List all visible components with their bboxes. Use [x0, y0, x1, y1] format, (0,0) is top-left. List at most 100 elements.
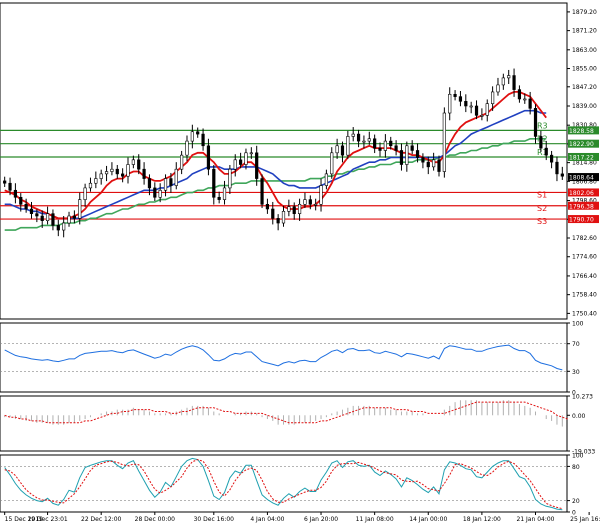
level-badge-s3	[568, 215, 599, 224]
ind3-tick-label: 0	[572, 510, 576, 517]
level-badge-label-s1: 1802.06	[569, 190, 594, 197]
candle-body	[190, 131, 194, 142]
candle-body	[292, 206, 296, 214]
candle-body	[196, 131, 200, 135]
ind3-d-line	[4, 459, 563, 510]
level-badge-label-r2: 1822.90	[569, 141, 594, 148]
candle-body	[147, 178, 152, 189]
ind2-signal-line	[4, 401, 568, 424]
candle-body	[244, 152, 248, 165]
candle-body	[260, 178, 264, 205]
level-badge-label-s2: 1796.38	[569, 203, 594, 210]
candle-body	[249, 152, 253, 155]
ind2-tick-label: -19.033	[572, 449, 595, 456]
candle-body	[512, 75, 516, 90]
candle-body	[362, 140, 366, 143]
ind3-tick-label: 20	[572, 498, 580, 505]
candle-body	[314, 204, 318, 206]
candle-body	[99, 173, 103, 179]
time-tick-label: 6 Jan 20:00	[304, 516, 338, 523]
candle-body	[474, 105, 479, 116]
candle-body	[121, 173, 125, 177]
level-badge-r3	[568, 126, 599, 135]
candle-body	[324, 173, 328, 186]
level-name-s1: S1	[537, 190, 547, 199]
candle-body	[228, 168, 232, 189]
price-tick-label: 1871.20	[572, 28, 597, 35]
price-tick-label: 1847.20	[572, 84, 597, 91]
ma-blue-line	[4, 109, 547, 220]
panel-frame-p1	[0, 322, 568, 393]
candle-body	[297, 204, 302, 214]
candle-body	[115, 168, 119, 175]
candle-body	[45, 213, 50, 221]
candle-body	[303, 199, 307, 205]
level-badge-label-r1: 1817.22	[569, 154, 594, 161]
time-tick-label: 4 Jan 04:00	[250, 516, 284, 523]
candle-body	[378, 147, 382, 151]
candle-body	[255, 152, 259, 179]
level-name-r3: R3	[537, 121, 548, 130]
candle-body	[62, 222, 66, 231]
candle-body	[3, 180, 7, 184]
level-badge-label-r3: 1828.58	[569, 128, 594, 135]
candle-body	[158, 189, 162, 198]
candle-body	[233, 159, 237, 170]
candle-body	[174, 168, 178, 186]
candle-body	[330, 152, 334, 175]
candle-body	[555, 161, 559, 175]
level-name-r1: R1	[537, 148, 548, 157]
candle-body	[72, 215, 76, 219]
candle-body	[19, 196, 23, 205]
candle-body	[389, 140, 393, 147]
price-tick-label: 1830.80	[572, 122, 597, 129]
candle-body	[24, 204, 28, 210]
candle-body	[212, 168, 216, 198]
candle-body	[287, 206, 291, 212]
candle-body	[110, 168, 114, 172]
ind1-tick-label: 30	[572, 369, 580, 376]
price-tick-label: 1806.80	[572, 178, 597, 185]
candle-body	[539, 136, 543, 149]
ind1-tick-label: 70	[572, 341, 580, 348]
time-tick-label: 19 Dec 23:01	[27, 516, 68, 523]
candle-body	[448, 93, 452, 114]
candle-body	[394, 145, 398, 151]
candle-body	[560, 173, 564, 177]
time-tick-label: 11 Jan 08:00	[356, 516, 394, 523]
candle-body	[142, 168, 146, 179]
candle-body	[507, 75, 511, 79]
candle-body	[104, 171, 109, 175]
ind3-tick-label: 80	[572, 464, 580, 471]
candle-body	[308, 199, 312, 205]
candle-body	[319, 185, 323, 205]
candle-body	[501, 77, 505, 86]
price-tick-label: 1750.40	[572, 310, 597, 317]
candle-body	[201, 133, 205, 147]
candle-body	[432, 159, 436, 168]
candle-body	[137, 159, 141, 170]
ind3-k-line	[4, 457, 563, 511]
price-tick-label: 1758.40	[572, 292, 597, 299]
candle-body	[496, 84, 500, 93]
candle-body	[83, 187, 87, 200]
candle-body	[533, 108, 538, 137]
time-tick-label: 21 Jan 04:00	[517, 516, 555, 523]
candle-body	[56, 225, 60, 231]
candle-body	[67, 215, 71, 224]
price-tick-label: 1863.00	[572, 47, 597, 54]
candle-body	[335, 145, 339, 154]
price-tick-label: 1839.00	[572, 103, 597, 110]
level-badge-r2	[568, 139, 599, 148]
candle-body	[271, 208, 275, 219]
candle-body	[437, 159, 441, 172]
panel-frame-p3	[0, 454, 568, 513]
ma-green-line	[4, 138, 547, 231]
candle-body	[281, 211, 286, 224]
candle-body	[453, 93, 457, 97]
candle-body	[153, 187, 157, 198]
ind2-tick-label: 0.00	[572, 413, 586, 420]
candle-body	[442, 112, 446, 172]
price-tick-label: 1879.20	[572, 9, 597, 16]
